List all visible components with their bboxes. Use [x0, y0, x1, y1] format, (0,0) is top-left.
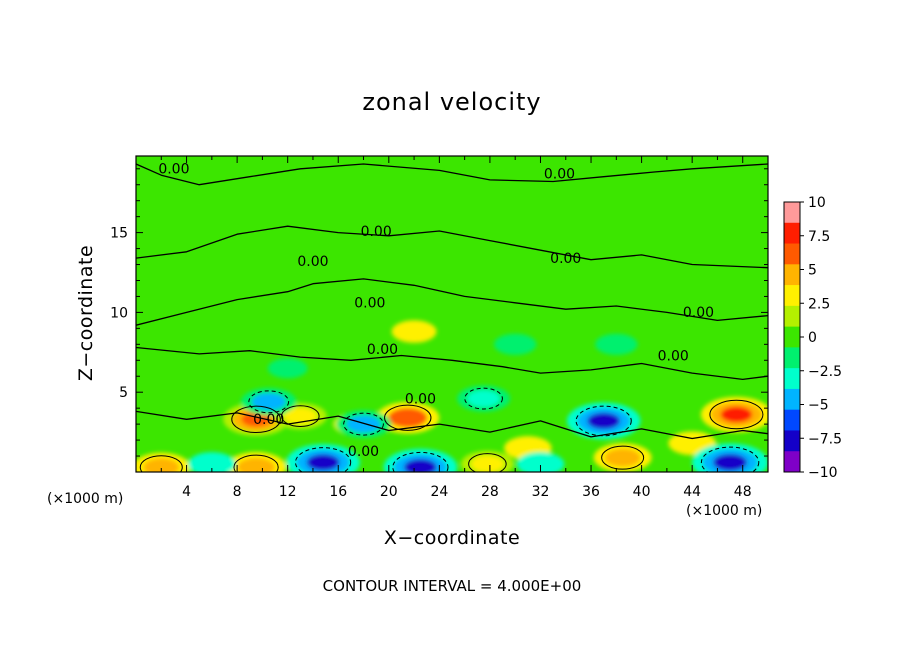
- colorbar-tick-label: −10: [808, 465, 838, 481]
- contour-label: 0.00: [253, 412, 284, 428]
- field-feature: [713, 453, 748, 471]
- x-tick-label: 40: [633, 484, 651, 500]
- field-feature: [720, 406, 753, 423]
- x-tick-label: 24: [430, 484, 448, 500]
- field-feature: [143, 458, 180, 472]
- plot-frame: [135, 155, 769, 473]
- contour-feature-line: [700, 446, 760, 472]
- field-feature: [595, 333, 638, 355]
- field-feature: [467, 390, 500, 407]
- y-tick-label: 5: [119, 385, 128, 401]
- contour-feature-line: [464, 387, 503, 410]
- field-feature: [391, 320, 437, 343]
- x-tick-label: 4: [182, 484, 191, 500]
- contour-label: 0.00: [297, 254, 328, 270]
- colorbar-tick-label: 2.5: [808, 296, 830, 312]
- x-unit-label-left: (×1000 m): [47, 491, 124, 507]
- field-feature: [587, 412, 621, 430]
- x-tick-label: 20: [380, 484, 398, 500]
- y-tick-label: 15: [110, 226, 128, 242]
- x-tick-label: 48: [734, 484, 752, 500]
- colorbar-swatch: [784, 285, 800, 307]
- contour-feature-line: [233, 454, 279, 472]
- x-tick-label: 36: [582, 484, 600, 500]
- contour-label: 0.00: [158, 162, 189, 178]
- contour-label: 0.00: [348, 444, 379, 460]
- field-feature: [516, 452, 565, 472]
- contour-feature-line: [281, 405, 320, 428]
- field-feature: [188, 452, 236, 472]
- contour-feature-line: [248, 390, 290, 414]
- contour-feature-line: [468, 453, 507, 472]
- colorbar-tick-label: 0: [808, 330, 817, 346]
- field-feature: [237, 457, 275, 472]
- contour-feature-line: [601, 445, 645, 470]
- contour-labels: 0.00 0.00 0.00 0.00 0.00 0.00 0.00 0.00 0.00 0.00…: [158, 162, 714, 460]
- field-feature: [404, 459, 437, 472]
- x-tick-label: 32: [532, 484, 550, 500]
- contour-feature-line: [392, 451, 449, 472]
- contour-feature-line: [709, 399, 764, 430]
- contour-line: [136, 410, 768, 440]
- colorbar-tick-label: −2.5: [808, 364, 842, 380]
- y-tick-label: 10: [110, 305, 128, 321]
- contour-feature-line: [384, 404, 432, 431]
- colorbar-swatch: [784, 347, 800, 369]
- x-tick-label: 16: [329, 484, 347, 500]
- contour-feature-line: [231, 405, 281, 433]
- field-feature: [604, 448, 641, 467]
- colorbar-swatch: [784, 202, 800, 224]
- colorbar-swatch: [784, 430, 800, 452]
- field-feature: [267, 358, 308, 379]
- chart-title: zonal velocity: [362, 88, 542, 116]
- colorbar-tick-label: 5: [808, 263, 817, 279]
- contour-line: [136, 225, 768, 269]
- contour-label: 0.00: [683, 305, 714, 321]
- colorbar-tick-label: 7.5: [808, 229, 830, 245]
- colorbar-tick-label: 10: [808, 195, 826, 211]
- colorbar: 10 7.5 5 2.5 0 −2.5 −5 −7.5 −10: [783, 195, 842, 481]
- contour-line: [136, 346, 768, 381]
- contour-label: 0.00: [354, 296, 385, 312]
- contour-line: [136, 278, 768, 326]
- contour-label: 0.00: [405, 391, 436, 407]
- colorbar-swatch: [784, 368, 800, 390]
- contour-label: 0.00: [367, 342, 398, 358]
- contour-interval-note: CONTOUR INTERVAL = 4.000E+00: [322, 577, 582, 595]
- colorbar-swatch: [784, 409, 800, 431]
- colorbar-swatch: [784, 264, 800, 286]
- x-tick-label: 12: [279, 484, 297, 500]
- colorbar-swatch: [784, 451, 800, 473]
- contour-feature-line: [294, 447, 352, 472]
- contour-label: 0.00: [544, 166, 575, 182]
- contour-line: [136, 163, 768, 186]
- colorbar-tick-label: −7.5: [808, 431, 842, 447]
- x-tick-label: 44: [683, 484, 701, 500]
- x-unit-label-right: (×1000 m): [686, 503, 763, 519]
- colorbar-swatch: [784, 243, 800, 265]
- contour-label: 0.00: [658, 348, 689, 364]
- contour-feature-line: [343, 412, 384, 436]
- x-axis-label: X−coordinate: [383, 527, 521, 549]
- x-tick-label: 8: [233, 484, 242, 500]
- contour-label: 0.00: [550, 251, 581, 267]
- contour-lines: [136, 163, 768, 472]
- colorbar-swatch: [784, 326, 800, 348]
- contour-label: 0.00: [361, 224, 392, 240]
- colorbar-swatch: [784, 388, 800, 411]
- field-feature: [494, 333, 537, 355]
- colorbar-tick-label: −5: [808, 398, 829, 414]
- field-feature: [306, 454, 340, 471]
- colorbar-swatch: [784, 305, 800, 328]
- field-feature: [346, 415, 381, 433]
- field-feature: [471, 455, 504, 472]
- contour-feature-line: [575, 405, 632, 437]
- velocity-field: [136, 156, 768, 472]
- contour-feature-line: [139, 455, 183, 472]
- x-tick-label: 28: [481, 484, 499, 500]
- colorbar-swatch: [784, 222, 800, 245]
- field-feature: [388, 408, 428, 428]
